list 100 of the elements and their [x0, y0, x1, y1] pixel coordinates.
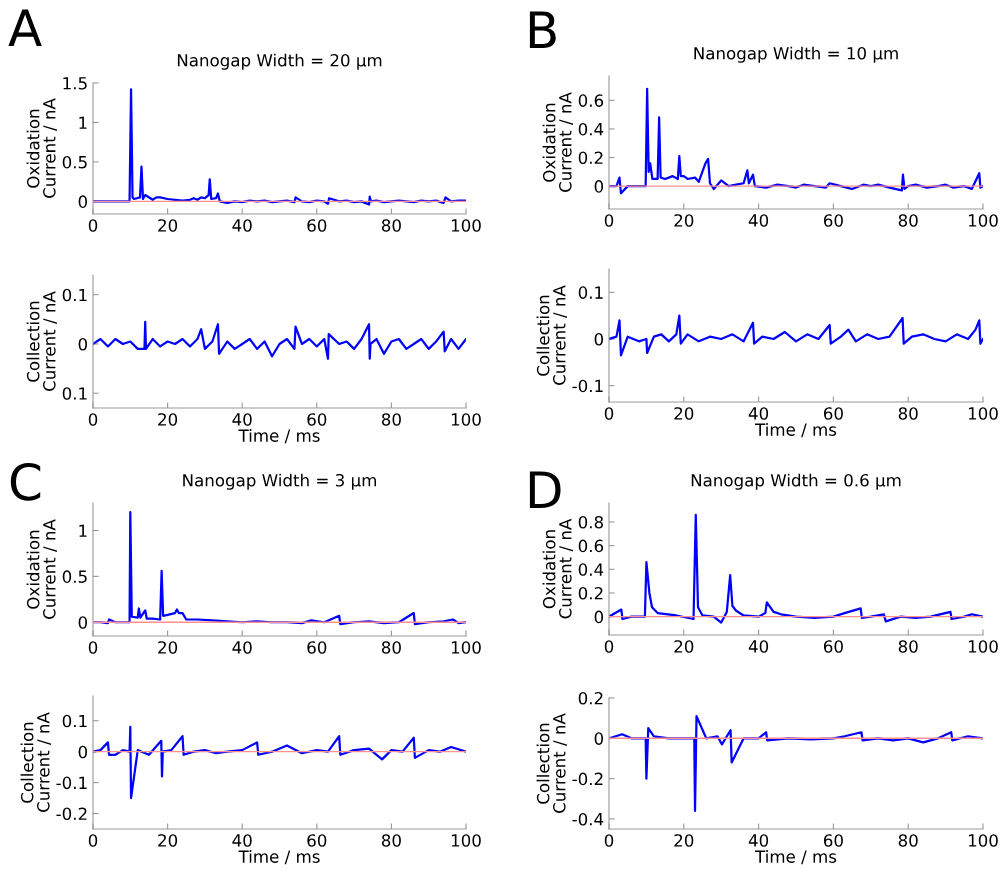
y-tick-label: -0.1: [56, 776, 87, 790]
x-tick-label: 40: [232, 413, 252, 426]
y-tick-label: 0.6: [578, 539, 604, 553]
y-tick-label: -0.1: [572, 379, 603, 393]
x-tick-label: 100: [451, 834, 481, 847]
x-tick-label: 40: [232, 834, 252, 847]
y-axis-title: Collection Current / nA: [536, 713, 567, 813]
y-tick-label: 1: [79, 116, 87, 129]
y-tick-label: 0: [594, 180, 604, 193]
x-tick-label: 40: [748, 640, 769, 653]
text: B: [529, 11, 556, 48]
x-tick-label: 0: [88, 413, 98, 426]
x-tick-label: 20: [158, 641, 178, 654]
y-tick-label: -0.4: [572, 812, 604, 826]
x-tick-label: 0: [604, 640, 614, 653]
x-tick-label: 20: [674, 834, 694, 847]
x-tick-label: 80: [381, 219, 401, 232]
line-series: [609, 314, 983, 357]
y-axis-title: Oxidation Current / nA: [26, 98, 57, 198]
chart-title: Nanogap Width = 10 μm: [694, 46, 898, 63]
y-tick-label: 0: [594, 732, 604, 745]
x-tick-label: 80: [381, 834, 401, 847]
x-tick-label: 80: [898, 640, 918, 653]
x-tick-label: 40: [748, 407, 769, 420]
x-tick-label: 0: [88, 834, 98, 847]
x-tick-label: 40: [748, 214, 769, 227]
x-axis-title: Time / ms: [755, 849, 837, 865]
x-tick-label: 80: [898, 834, 918, 847]
y-tick-label: 0: [78, 195, 88, 208]
x-tick-label: 20: [158, 413, 178, 426]
y-tick-label: 0: [594, 332, 604, 346]
x-tick-label: 40: [232, 219, 252, 232]
x-tick-label: 100: [968, 214, 998, 227]
x-tick-label: 100: [451, 413, 481, 426]
y-tick-label: -0.2: [572, 772, 603, 786]
x-axis-title: Time / ms: [238, 849, 320, 865]
line-series: [93, 320, 466, 360]
line-series: [609, 715, 983, 812]
y-tick-label: 0: [78, 616, 88, 629]
y-tick-label: 1.5: [63, 77, 87, 90]
x-tick-label: 0: [604, 407, 614, 420]
y-tick-label: 0.1: [62, 387, 87, 400]
y-tick-label: 0: [594, 610, 604, 624]
chart-title: Nanogap Width = 20 μm: [177, 53, 382, 70]
x-tick-label: 100: [451, 641, 481, 654]
y-tick-label: 0.1: [62, 288, 87, 302]
text: C: [10, 462, 41, 501]
x-tick-label: 60: [823, 407, 843, 420]
x-tick-label: 0: [604, 214, 614, 227]
y-tick-label: 0.5: [62, 570, 87, 583]
text: D: [529, 471, 561, 508]
x-tick-label: 60: [823, 214, 843, 227]
x-tick-label: 20: [158, 834, 178, 847]
x-tick-label: 100: [968, 834, 998, 847]
y-tick-label: 0: [78, 745, 88, 759]
line-series: [93, 725, 466, 800]
y-axis-title: Oxidation Current / nA: [542, 92, 573, 192]
x-tick-label: 40: [232, 641, 252, 654]
y-tick-label: 0.2: [578, 586, 603, 600]
y-tick-label: 0.6: [578, 94, 604, 107]
x-tick-label: 80: [381, 413, 401, 426]
x-axis-title: Time / ms: [755, 422, 837, 438]
y-tick-label: 0.4: [578, 122, 604, 136]
x-tick-label: 60: [823, 640, 843, 653]
y-tick-label: 1: [79, 524, 87, 537]
x-tick-label: 80: [898, 214, 918, 227]
y-tick-label: 0.1: [62, 714, 87, 728]
y-axis-title: Collection Current / nA: [20, 712, 51, 812]
y-axis-title: Collection Current / nA: [536, 285, 567, 385]
x-tick-label: 0: [88, 219, 98, 232]
x-tick-label: 40: [748, 834, 769, 847]
y-tick-label: -0.2: [56, 807, 87, 821]
x-tick-label: 60: [307, 641, 327, 654]
x-tick-label: 80: [381, 641, 401, 654]
x-axis-title: Time / ms: [238, 428, 320, 444]
x-tick-label: 0: [88, 641, 98, 654]
y-tick-label: 0.8: [578, 515, 603, 529]
y-tick-label: 0.2: [578, 691, 603, 705]
x-tick-label: 20: [674, 407, 694, 420]
y-axis-title: Collection Current / nA: [26, 291, 57, 391]
y-axis-title: Oxidation Current / nA: [26, 519, 57, 619]
line-series: [609, 513, 983, 624]
chart-title: Nanogap Width = 0.6 μm: [691, 473, 901, 490]
y-tick-label: 0.5: [62, 155, 87, 169]
chart-title: Nanogap Width = 3 μm: [183, 473, 376, 490]
y-tick-label: 0.2: [578, 151, 603, 165]
y-tick-label: 0: [78, 337, 88, 351]
text: A: [8, 9, 42, 46]
x-tick-label: 20: [674, 214, 694, 227]
x-tick-label: 80: [898, 407, 918, 420]
line-series: [93, 88, 466, 206]
x-tick-label: 100: [451, 219, 481, 232]
x-tick-label: 60: [307, 834, 327, 847]
x-tick-label: 0: [604, 834, 614, 847]
line-series: [93, 511, 466, 626]
x-tick-label: 60: [823, 834, 843, 847]
x-tick-label: 100: [968, 407, 998, 420]
x-tick-label: 60: [307, 219, 327, 232]
y-axis-title: Oxidation Current / nA: [542, 518, 573, 619]
x-tick-label: 60: [307, 413, 327, 426]
